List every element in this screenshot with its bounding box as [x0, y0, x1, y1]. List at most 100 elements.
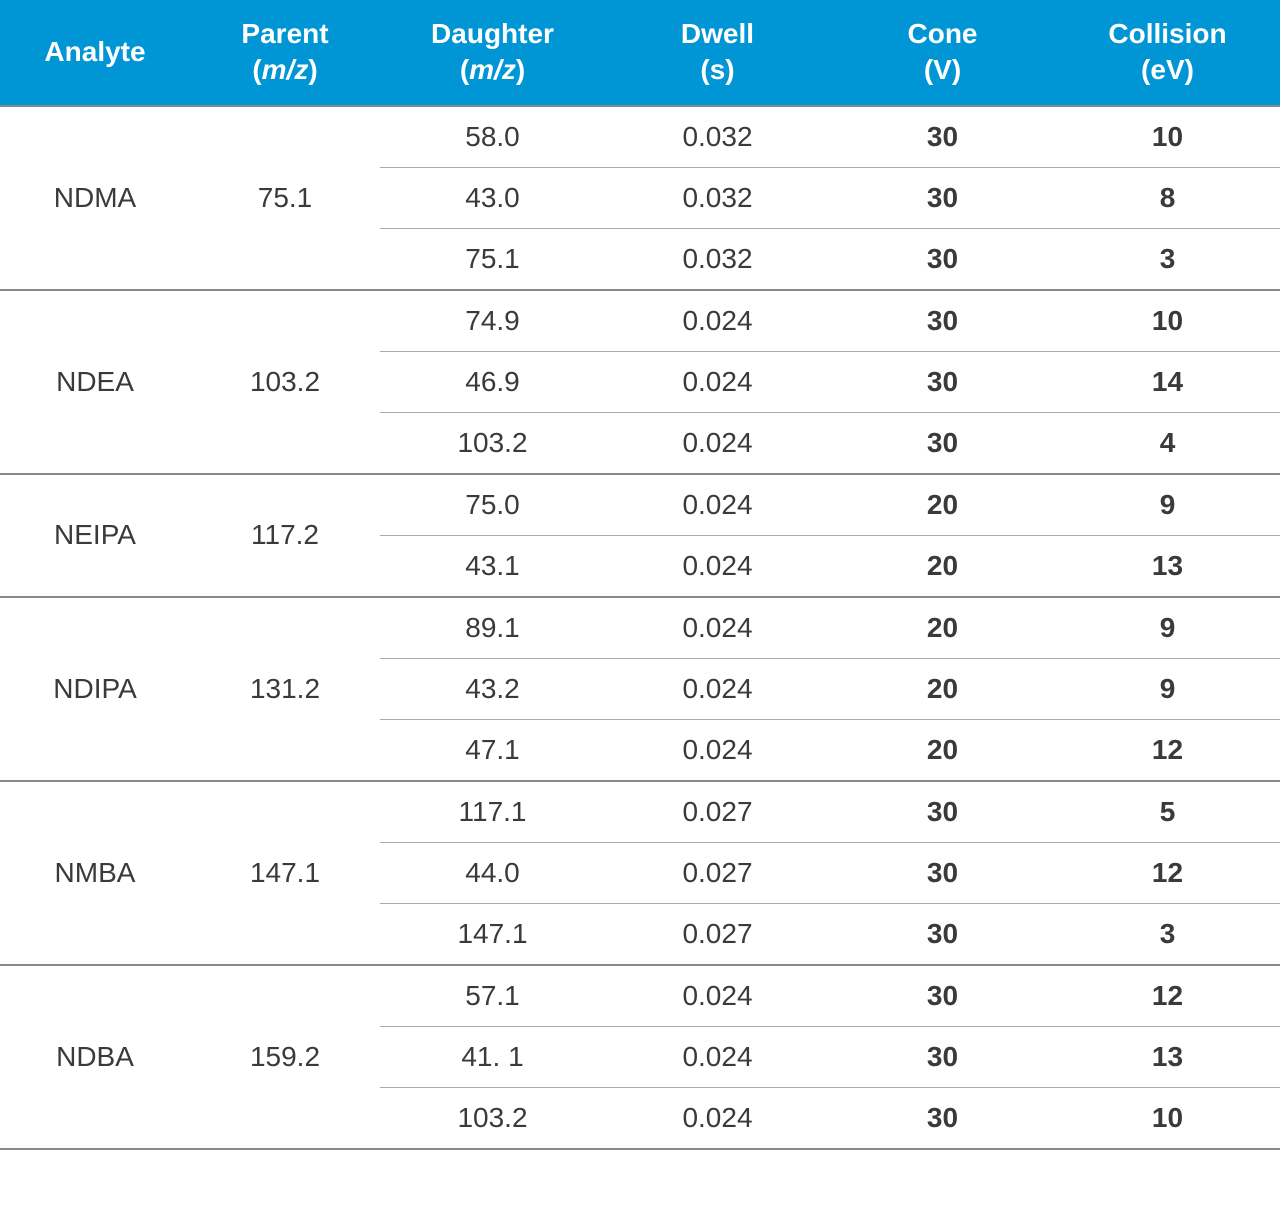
- collision-cell: 3: [1055, 903, 1280, 965]
- dwell-cell: 0.024: [605, 719, 830, 781]
- parent-cell: 117.2: [190, 474, 380, 597]
- col-header-cone: Cone (V): [830, 0, 1055, 106]
- dwell-cell: 0.032: [605, 106, 830, 168]
- dwell-cell: 0.032: [605, 167, 830, 228]
- analyte-cell: NDEA: [0, 290, 190, 474]
- dwell-cell: 0.024: [605, 597, 830, 659]
- cone-cell: 30: [830, 228, 1055, 290]
- daughter-cell: 103.2: [380, 412, 605, 474]
- daughter-cell: 57.1: [380, 965, 605, 1027]
- collision-cell: 12: [1055, 842, 1280, 903]
- cone-cell: 20: [830, 597, 1055, 659]
- dwell-cell: 0.024: [605, 1026, 830, 1087]
- daughter-cell: 58.0: [380, 106, 605, 168]
- collision-cell: 5: [1055, 781, 1280, 843]
- table-row: NEIPA117.275.00.024209: [0, 474, 1280, 536]
- cone-cell: 30: [830, 1087, 1055, 1149]
- header-unit: (V): [838, 52, 1047, 88]
- daughter-cell: 75.0: [380, 474, 605, 536]
- dwell-cell: 0.024: [605, 535, 830, 597]
- parent-cell: 103.2: [190, 290, 380, 474]
- collision-cell: 9: [1055, 474, 1280, 536]
- cone-cell: 30: [830, 1026, 1055, 1087]
- collision-cell: 10: [1055, 106, 1280, 168]
- table-row: NDBA159.257.10.0243012: [0, 965, 1280, 1027]
- parent-cell: 159.2: [190, 965, 380, 1149]
- collision-cell: 14: [1055, 351, 1280, 412]
- header-unit: (m/z): [198, 52, 372, 88]
- collision-cell: 13: [1055, 1026, 1280, 1087]
- cone-cell: 30: [830, 167, 1055, 228]
- table-header-row: Analyte Parent (m/z) Daughter (m/z) Dwel…: [0, 0, 1280, 106]
- col-header-dwell: Dwell (s): [605, 0, 830, 106]
- collision-cell: 12: [1055, 965, 1280, 1027]
- header-label: Cone: [908, 18, 978, 49]
- parent-cell: 75.1: [190, 106, 380, 290]
- collision-cell: 9: [1055, 658, 1280, 719]
- daughter-cell: 41. 1: [380, 1026, 605, 1087]
- mrm-table: Analyte Parent (m/z) Daughter (m/z) Dwel…: [0, 0, 1280, 1150]
- analyte-cell: NDBA: [0, 965, 190, 1149]
- daughter-cell: 75.1: [380, 228, 605, 290]
- collision-cell: 3: [1055, 228, 1280, 290]
- cone-cell: 20: [830, 474, 1055, 536]
- cone-cell: 20: [830, 658, 1055, 719]
- header-label: Collision: [1108, 18, 1226, 49]
- daughter-cell: 46.9: [380, 351, 605, 412]
- analyte-cell: NDMA: [0, 106, 190, 290]
- header-label: Parent: [241, 18, 328, 49]
- dwell-cell: 0.027: [605, 781, 830, 843]
- cone-cell: 30: [830, 412, 1055, 474]
- cone-cell: 30: [830, 351, 1055, 412]
- table-row: NDEA103.274.90.0243010: [0, 290, 1280, 352]
- header-label: Daughter: [431, 18, 554, 49]
- cone-cell: 20: [830, 535, 1055, 597]
- cone-cell: 30: [830, 106, 1055, 168]
- header-unit: (m/z): [388, 52, 597, 88]
- table-row: NMBA147.1117.10.027305: [0, 781, 1280, 843]
- dwell-cell: 0.024: [605, 351, 830, 412]
- daughter-cell: 43.1: [380, 535, 605, 597]
- daughter-cell: 43.2: [380, 658, 605, 719]
- header-unit: (eV): [1063, 52, 1272, 88]
- table-row: NDMA75.158.00.0323010: [0, 106, 1280, 168]
- daughter-cell: 117.1: [380, 781, 605, 843]
- daughter-cell: 74.9: [380, 290, 605, 352]
- col-header-daughter: Daughter (m/z): [380, 0, 605, 106]
- dwell-cell: 0.024: [605, 1087, 830, 1149]
- collision-cell: 9: [1055, 597, 1280, 659]
- cone-cell: 30: [830, 903, 1055, 965]
- header-unit: (s): [613, 52, 822, 88]
- analyte-cell: NMBA: [0, 781, 190, 965]
- header-label: Analyte: [44, 36, 145, 67]
- daughter-cell: 89.1: [380, 597, 605, 659]
- daughter-cell: 43.0: [380, 167, 605, 228]
- daughter-cell: 47.1: [380, 719, 605, 781]
- collision-cell: 12: [1055, 719, 1280, 781]
- collision-cell: 10: [1055, 1087, 1280, 1149]
- dwell-cell: 0.024: [605, 965, 830, 1027]
- header-label: Dwell: [681, 18, 754, 49]
- dwell-cell: 0.024: [605, 290, 830, 352]
- analyte-cell: NDIPA: [0, 597, 190, 781]
- parent-cell: 147.1: [190, 781, 380, 965]
- collision-cell: 10: [1055, 290, 1280, 352]
- dwell-cell: 0.024: [605, 474, 830, 536]
- dwell-cell: 0.032: [605, 228, 830, 290]
- collision-cell: 8: [1055, 167, 1280, 228]
- parent-cell: 131.2: [190, 597, 380, 781]
- table-body: NDMA75.158.00.032301043.00.03230875.10.0…: [0, 106, 1280, 1149]
- cone-cell: 30: [830, 781, 1055, 843]
- col-header-analyte: Analyte: [0, 0, 190, 106]
- dwell-cell: 0.027: [605, 903, 830, 965]
- daughter-cell: 103.2: [380, 1087, 605, 1149]
- daughter-cell: 44.0: [380, 842, 605, 903]
- col-header-collision: Collision (eV): [1055, 0, 1280, 106]
- collision-cell: 13: [1055, 535, 1280, 597]
- table-row: NDIPA131.289.10.024209: [0, 597, 1280, 659]
- cone-cell: 30: [830, 842, 1055, 903]
- cone-cell: 30: [830, 965, 1055, 1027]
- dwell-cell: 0.024: [605, 412, 830, 474]
- analyte-cell: NEIPA: [0, 474, 190, 597]
- cone-cell: 30: [830, 290, 1055, 352]
